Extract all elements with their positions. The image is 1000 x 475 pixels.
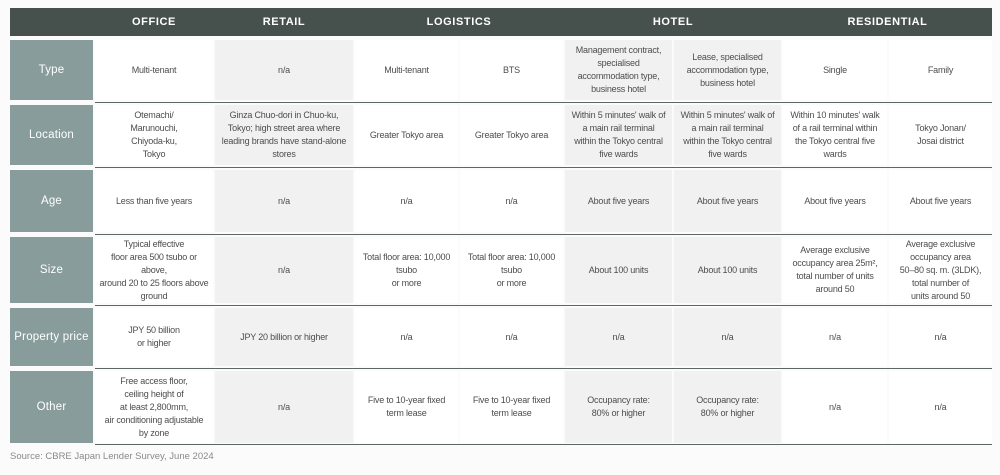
row-separator — [10, 366, 992, 371]
cell-type-logistics-1: Multi-tenant — [355, 40, 458, 100]
table-row-property-price: Property price JPY 50 billion or higher … — [10, 308, 992, 366]
cell-location-hotel-1: Within 5 minutes' walk of a main rail te… — [565, 105, 672, 165]
cell-type-hotel-2: Lease, specialised accommodation type, b… — [674, 40, 781, 100]
cell-type-retail: n/a — [215, 40, 353, 100]
cell-location-logistics-1: Greater Tokyo area — [355, 105, 458, 165]
cell-type-hotel-1: Management contract, specialised accommo… — [565, 40, 672, 100]
cell-price-residential-1: n/a — [783, 308, 887, 366]
cell-other-hotel-1: Occupancy rate: 80% or higher — [565, 371, 672, 443]
table-bottom-rule — [10, 443, 992, 446]
cell-location-logistics-2: Greater Tokyo area — [460, 105, 563, 165]
cell-size-logistics-2: Total floor area: 10,000 tsubo or more — [460, 237, 563, 303]
cell-size-office: Typical effective floor area 500 tsubo o… — [95, 237, 213, 303]
cell-location-hotel-2: Within 5 minutes' walk of a main rail te… — [674, 105, 781, 165]
cell-location-retail: Ginza Chuo-dori in Chuo-ku, Tokyo; high … — [215, 105, 353, 165]
column-header-residential: RESIDENTIAL — [847, 16, 928, 28]
cell-age-residential-2: About five years — [889, 170, 992, 232]
row-header-age: Age — [10, 170, 93, 232]
cell-price-hotel-1: n/a — [565, 308, 672, 366]
column-header-hotel: HOTEL — [652, 16, 694, 28]
row-separator — [10, 100, 992, 105]
cell-age-office: Less than five years — [95, 170, 213, 232]
cell-other-residential-1: n/a — [783, 371, 887, 443]
cell-location-residential-2: Tokyo Jonan/ Josai district — [889, 105, 992, 165]
table-header-row: OFFICE RETAIL LOGISTICS HOTEL RESIDENTIA… — [10, 8, 992, 36]
source-note: Source: CBRE Japan Lender Survey, June 2… — [10, 451, 214, 462]
row-header-size: Size — [10, 237, 93, 303]
cell-price-retail: JPY 20 billion or higher — [215, 308, 353, 366]
cell-other-hotel-2: Occupancy rate: 80% or higher — [674, 371, 781, 443]
column-header-logistics: LOGISTICS — [426, 16, 492, 28]
row-header-property-price: Property price — [10, 308, 93, 366]
cell-location-office: Otemachi/ Marunouchi, Chiyoda-ku, Tokyo — [95, 105, 213, 165]
row-header-type: Type — [10, 40, 93, 100]
row-separator — [10, 165, 992, 170]
column-header-office: OFFICE — [132, 16, 176, 28]
cell-type-residential-1: Single — [783, 40, 887, 100]
cell-price-hotel-2: n/a — [674, 308, 781, 366]
cell-age-residential-1: About five years — [783, 170, 887, 232]
cell-age-retail: n/a — [215, 170, 353, 232]
cell-price-logistics-2: n/a — [460, 308, 563, 366]
cell-type-office: Multi-tenant — [95, 40, 213, 100]
row-header-other: Other — [10, 371, 93, 443]
cell-other-residential-2: n/a — [889, 371, 992, 443]
row-separator — [10, 303, 992, 308]
cell-age-hotel-1: About five years — [565, 170, 672, 232]
table-row-other: Other Free access floor, ceiling height … — [10, 371, 992, 443]
cell-other-office: Free access floor, ceiling height of at … — [95, 371, 213, 443]
cell-other-logistics-2: Five to 10-year fixed term lease — [460, 371, 563, 443]
cell-type-residential-2: Family — [889, 40, 992, 100]
cell-price-office: JPY 50 billion or higher — [95, 308, 213, 366]
criteria-table: OFFICE RETAIL LOGISTICS HOTEL RESIDENTIA… — [10, 8, 992, 462]
cell-size-residential-2: Average exclusive occupancy area 50–80 s… — [889, 237, 992, 303]
table-row-location: Location Otemachi/ Marunouchi, Chiyoda-k… — [10, 105, 992, 165]
cell-size-logistics-1: Total floor area: 10,000 tsubo or more — [355, 237, 458, 303]
cell-other-logistics-1: Five to 10-year fixed term lease — [355, 371, 458, 443]
column-header-retail: RETAIL — [262, 16, 306, 28]
cell-price-residential-2: n/a — [889, 308, 992, 366]
cell-size-hotel-1: About 100 units — [565, 237, 672, 303]
cell-age-logistics-2: n/a — [460, 170, 563, 232]
row-separator — [10, 232, 992, 237]
cell-size-residential-1: Average exclusive occupancy area 25m², t… — [783, 237, 887, 303]
table-row-type: Type Multi-tenant n/a Multi-tenant BTS M… — [10, 40, 992, 100]
cell-type-logistics-2: BTS — [460, 40, 563, 100]
cell-age-logistics-1: n/a — [355, 170, 458, 232]
cell-size-retail: n/a — [215, 237, 353, 303]
cell-location-residential-1: Within 10 minutes' walk of a rail termin… — [783, 105, 887, 165]
table-row-age: Age Less than five years n/a n/a n/a Abo… — [10, 170, 992, 232]
cell-size-hotel-2: About 100 units — [674, 237, 781, 303]
cell-age-hotel-2: About five years — [674, 170, 781, 232]
cell-price-logistics-1: n/a — [355, 308, 458, 366]
row-header-location: Location — [10, 105, 93, 165]
cell-other-retail: n/a — [215, 371, 353, 443]
table-row-size: Size Typical effective floor area 500 ts… — [10, 237, 992, 303]
